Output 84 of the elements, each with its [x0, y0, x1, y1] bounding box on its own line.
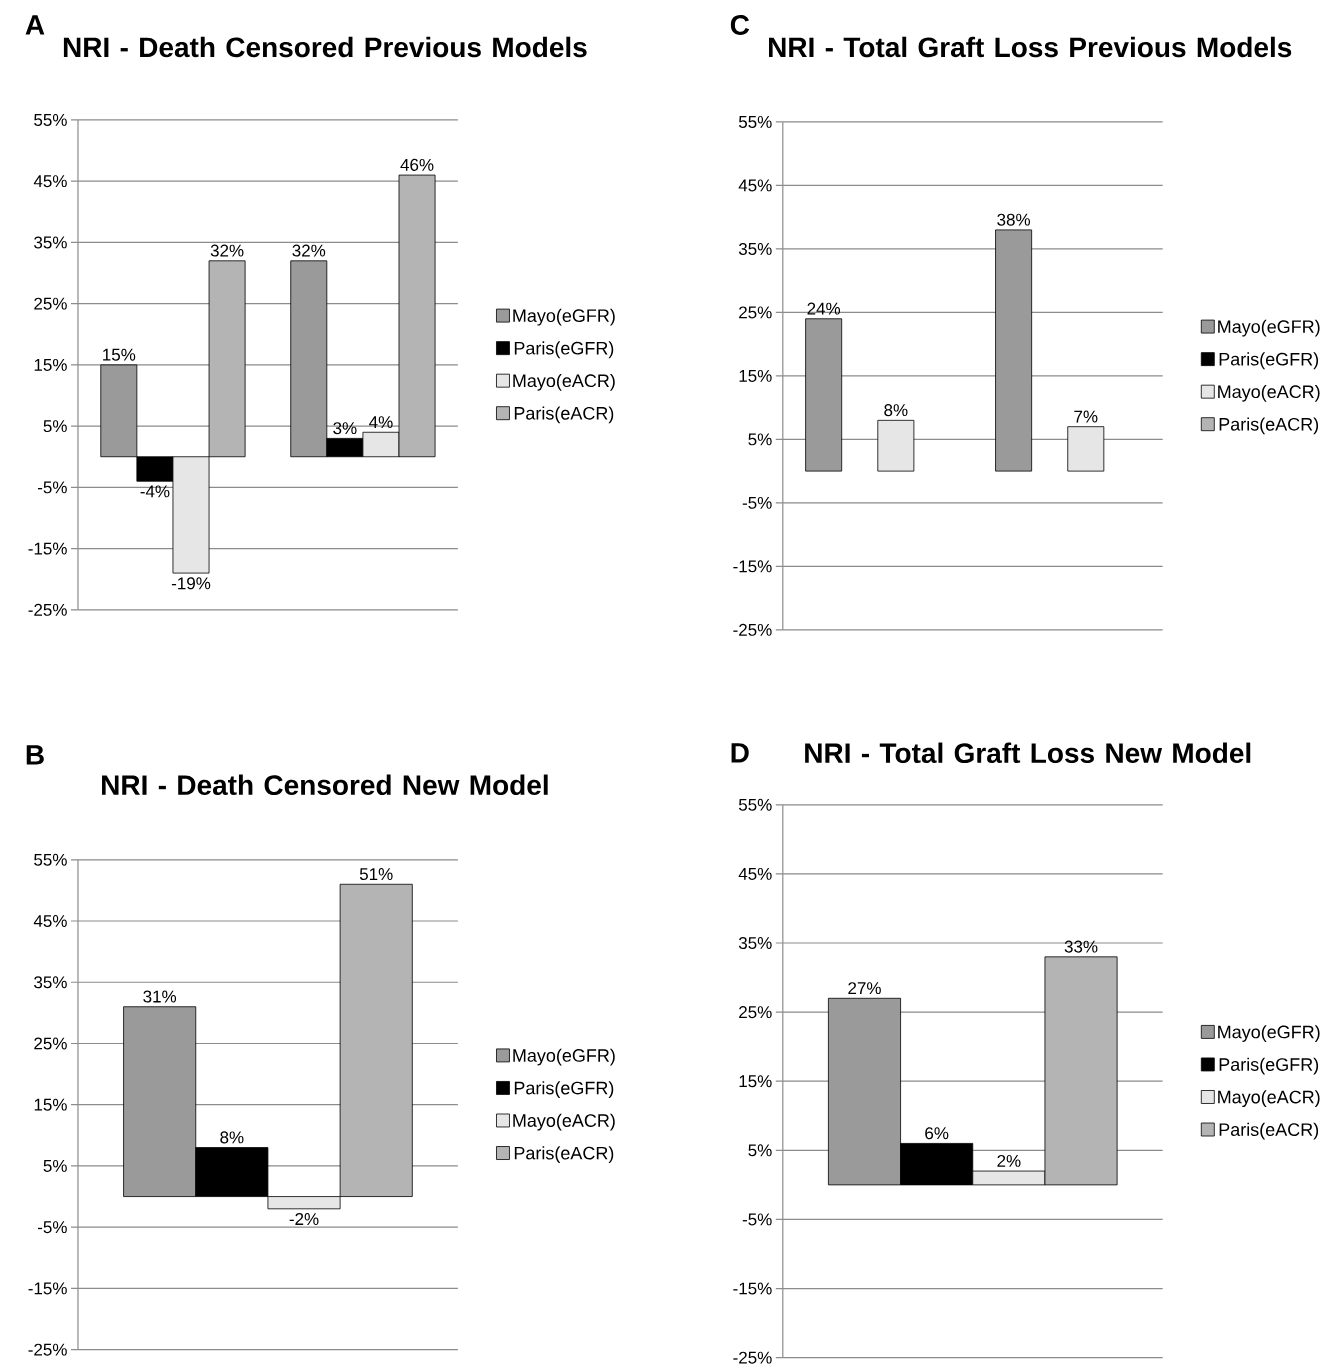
bar	[1067, 426, 1105, 472]
data-label: 32%	[210, 244, 244, 257]
legend-label: Mayo(eGFR)	[1218, 1025, 1320, 1042]
text: A	[25, 15, 45, 35]
legend-label: Mayo(eACR)	[513, 373, 615, 391]
data-label: 7%	[1074, 410, 1098, 423]
data-label: 15%	[103, 348, 136, 361]
legend-label: Paris(eACR)	[1219, 417, 1319, 435]
y-tick-label: 35%	[739, 936, 772, 950]
chart-title: NRI - Death Censored New Model	[102, 774, 548, 796]
legend-label: Paris(eGFR)	[1219, 352, 1319, 370]
y-tick-label: 35%	[34, 236, 68, 249]
data-label: 8%	[884, 404, 908, 417]
legend-label: Mayo(eGFR)	[513, 308, 615, 326]
data-label: 6%	[925, 1127, 949, 1140]
y-tick-label: 35%	[739, 242, 772, 255]
bar	[877, 419, 915, 472]
y-tick-label: -15%	[28, 542, 68, 555]
y-tick-label: -15%	[733, 1282, 772, 1295]
y-tick-label: 45%	[34, 915, 68, 927]
data-label: -2%	[289, 1213, 319, 1225]
chart-title: NRI - Total Graft Loss Previous Models	[769, 36, 1292, 58]
legend-label: Paris(eGFR)	[515, 341, 614, 359]
y-tick-label: -5%	[38, 481, 68, 494]
y-tick-label: 35%	[34, 976, 68, 989]
data-label: -19%	[172, 577, 211, 590]
legend-label: Paris(eGFR)	[1219, 1057, 1319, 1075]
data-label: 31%	[143, 990, 177, 1003]
y-tick-label: 15%	[34, 358, 68, 371]
y-tick-label: 15%	[34, 1098, 68, 1111]
y-tick-label: 55%	[34, 853, 68, 866]
y-tick-label: -15%	[733, 560, 772, 573]
legend-label: Paris(eACR)	[515, 406, 614, 424]
y-tick-label: 45%	[34, 175, 68, 188]
data-label: 51%	[360, 868, 393, 881]
data-label: 33%	[1064, 940, 1098, 953]
y-tick-label: -25%	[733, 623, 772, 636]
y-tick-label: 15%	[739, 1075, 772, 1088]
data-label: 38%	[997, 213, 1031, 226]
data-label: 3%	[333, 422, 357, 435]
legend-label: Mayo(eGFR)	[513, 1048, 615, 1066]
y-tick-label: -5%	[742, 496, 772, 509]
data-label: 46%	[400, 158, 434, 171]
y-tick-label: 55%	[739, 115, 772, 128]
legend-label: Paris(eGFR)	[515, 1081, 614, 1098]
y-tick-label: 5%	[748, 433, 772, 446]
y-tick-label: 45%	[738, 179, 772, 192]
data-label: 2%	[997, 1154, 1021, 1167]
data-label: 32%	[292, 244, 326, 257]
data-label: 8%	[220, 1131, 244, 1144]
y-tick-label: 5%	[748, 1144, 772, 1157]
y-tick-label: 25%	[34, 297, 68, 310]
y-tick-label: 25%	[739, 306, 772, 319]
chart-title: NRI - Death Censored Previous Models	[64, 36, 587, 58]
bar	[805, 318, 843, 472]
data-label: 24%	[807, 302, 841, 315]
y-tick-label: -25%	[28, 1343, 68, 1356]
legend-label: Mayo(eACR)	[1218, 384, 1320, 402]
y-tick-label: 5%	[43, 420, 68, 433]
y-tick-label: -5%	[38, 1221, 68, 1234]
y-tick-label: 25%	[739, 1006, 772, 1019]
y-tick-label: 25%	[34, 1037, 68, 1050]
y-tick-label: 55%	[34, 113, 68, 126]
legend-label: Mayo(eGFR)	[1218, 319, 1320, 337]
data-label: 4%	[369, 416, 393, 429]
text: C	[731, 15, 750, 35]
y-tick-label: -15%	[28, 1282, 68, 1295]
legend-label: Paris(eACR)	[1219, 1122, 1319, 1140]
bar	[995, 229, 1033, 472]
y-tick-label: 5%	[43, 1159, 68, 1172]
legend-label: Mayo(eACR)	[1218, 1090, 1320, 1107]
y-tick-label: -25%	[733, 1351, 772, 1364]
y-tick-label: -25%	[28, 603, 68, 616]
data-label: 27%	[848, 982, 882, 995]
data-label: -4%	[140, 485, 170, 498]
y-tick-label: 55%	[739, 798, 772, 811]
text: B	[26, 745, 44, 765]
legend-label: Mayo(eACR)	[513, 1113, 615, 1131]
y-tick-label: 15%	[739, 369, 772, 382]
legend-label: Paris(eACR)	[515, 1146, 614, 1164]
y-tick-label: 45%	[738, 867, 772, 880]
chart-title: NRI - Total Graft Loss New Model	[805, 742, 1251, 764]
y-tick-label: -5%	[742, 1213, 772, 1226]
text: D	[731, 743, 749, 763]
